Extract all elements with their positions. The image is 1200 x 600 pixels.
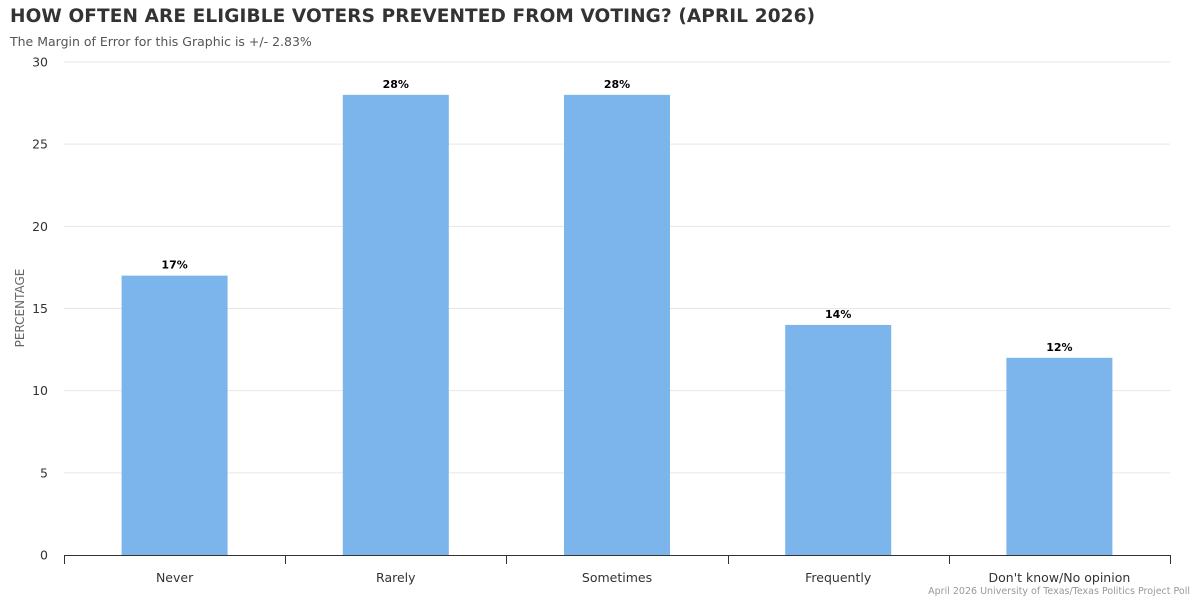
bar-3[interactable] bbox=[785, 324, 892, 555]
bar-2[interactable] bbox=[564, 94, 670, 555]
x-tick-label: Frequently bbox=[805, 570, 872, 585]
y-tick-label: 15 bbox=[32, 301, 48, 316]
x-tick-label: Rarely bbox=[376, 570, 416, 585]
data-labels: 17% 28% 28% 14% 12% bbox=[161, 78, 1072, 354]
data-label: 14% bbox=[825, 308, 851, 321]
bars bbox=[121, 94, 1113, 555]
x-tick-label: Sometimes bbox=[582, 570, 652, 585]
y-tick-label: 25 bbox=[32, 137, 48, 152]
y-axis: 0 5 10 15 20 25 30 bbox=[32, 55, 48, 563]
y-tick-label: 10 bbox=[32, 383, 48, 398]
chart-title: HOW OFTEN ARE ELIGIBLE VOTERS PREVENTED … bbox=[10, 6, 816, 27]
y-tick-label: 5 bbox=[40, 465, 48, 480]
data-label: 12% bbox=[1046, 341, 1072, 354]
chart-credit[interactable]: April 2026 University of Texas/Texas Pol… bbox=[928, 586, 1190, 597]
x-axis: Never Rarely Sometimes Frequently Don't know… bbox=[64, 555, 1171, 585]
data-label: 28% bbox=[604, 78, 630, 91]
data-label: 28% bbox=[383, 78, 409, 91]
x-tick-label: Never bbox=[156, 570, 194, 585]
y-tick-label: 20 bbox=[32, 219, 48, 234]
bar-0[interactable] bbox=[121, 275, 228, 555]
x-tick-label: Don't know/No opinion bbox=[989, 570, 1131, 585]
chart-subtitle: The Margin of Error for this Graphic is … bbox=[10, 34, 312, 49]
y-tick-label: 30 bbox=[32, 55, 48, 70]
bar-1[interactable] bbox=[342, 94, 449, 555]
y-axis-title: PERCENTAGE bbox=[13, 269, 27, 348]
data-label: 17% bbox=[161, 259, 187, 272]
y-tick-label: 0 bbox=[40, 548, 48, 563]
bar-4[interactable] bbox=[1006, 357, 1113, 555]
